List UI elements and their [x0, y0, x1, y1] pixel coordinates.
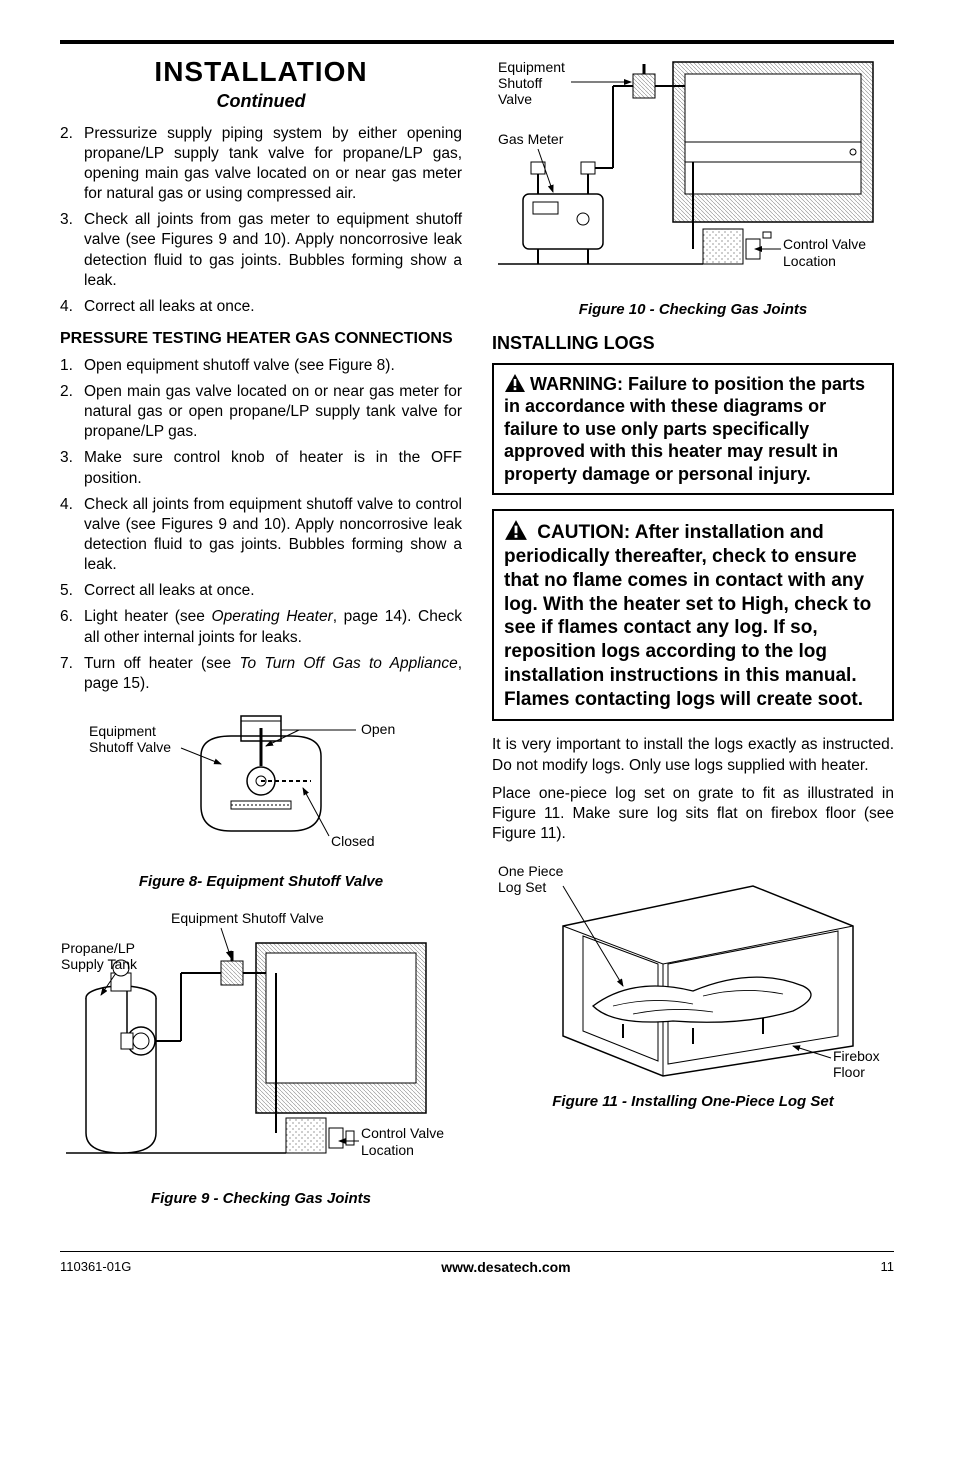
- list-item: 1.Open equipment shutoff valve (see Figu…: [60, 356, 462, 376]
- item-text: Make sure control knob of heater is in t…: [84, 448, 462, 488]
- item-number: 4.: [60, 495, 84, 576]
- top-rule: [60, 40, 894, 44]
- fig10-label-meter: Gas Meter: [498, 131, 564, 147]
- item-text: Correct all leaks at once.: [84, 297, 462, 317]
- item-text: Check all joints from gas meter to equip…: [84, 210, 462, 291]
- figure-9-caption: Figure 9 - Checking Gas Joints: [60, 1189, 462, 1209]
- fig10-label-equip3: Valve: [498, 91, 532, 107]
- fig11-label-floor1: Firebox: [833, 1048, 880, 1064]
- page-subtitle: Continued: [60, 90, 462, 113]
- right-column: Equipment Shutoff Valve Gas Meter Contro…: [492, 54, 894, 1221]
- figure-11-svg: One Piece Log Set Firebox Floor: [493, 856, 893, 1086]
- item-text: Pressurize supply piping system by eithe…: [84, 124, 462, 205]
- fig8-label-open: Open: [361, 721, 395, 737]
- warning-box-1: WARNING: Failure to position the parts i…: [492, 363, 894, 496]
- figure-10: Equipment Shutoff Valve Gas Meter Contro…: [492, 54, 894, 320]
- fig9-label-propane1: Propane/LP: [61, 940, 135, 956]
- fig9-label-equipment: Equipment Shutoff Valve: [171, 910, 324, 926]
- page-title: INSTALLATION: [60, 54, 462, 90]
- figure-8-svg: Equipment Shutoff Valve Open Closed: [81, 706, 441, 866]
- item-number: 2.: [60, 124, 84, 205]
- fig10-label-control1: Control Valve: [783, 236, 866, 252]
- fig10-label-equip1: Equipment: [498, 59, 565, 75]
- fig9-label-control1: Control Valve: [361, 1125, 444, 1141]
- item-text: Light heater (see Operating Heater, page…: [84, 607, 462, 647]
- list-item: 5.Correct all leaks at once.: [60, 581, 462, 601]
- figure-11: One Piece Log Set Firebox Floor Figure 1…: [492, 856, 894, 1112]
- figure-10-svg: Equipment Shutoff Valve Gas Meter Contro…: [493, 54, 893, 294]
- fig11-label-floor2: Floor: [833, 1064, 865, 1080]
- item-number: 4.: [60, 297, 84, 317]
- item-number: 2.: [60, 382, 84, 442]
- item-number: 7.: [60, 654, 84, 694]
- figure-8: Equipment Shutoff Valve Open Closed Figu…: [60, 706, 462, 892]
- list-item: 3.Make sure control knob of heater is in…: [60, 448, 462, 488]
- left-column: INSTALLATION Continued 2.Pressurize supp…: [60, 54, 462, 1221]
- page-footer: 110361-01G www.desatech.com 11: [60, 1251, 894, 1276]
- list-item: 7.Turn off heater (see To Turn Off Gas t…: [60, 654, 462, 694]
- item-number: 1.: [60, 356, 84, 376]
- item-number: 6.: [60, 607, 84, 647]
- fig9-label-control2: Location: [361, 1142, 414, 1158]
- list-item: 4.Correct all leaks at once.: [60, 297, 462, 317]
- list-item: 2.Pressurize supply piping system by eit…: [60, 124, 462, 205]
- item-text: Open main gas valve located on or near g…: [84, 382, 462, 442]
- warning-1-text: WARNING: Failure to position the parts i…: [504, 374, 865, 484]
- item-number: 3.: [60, 448, 84, 488]
- item-text: Open equipment shutoff valve (see Figure…: [84, 356, 462, 376]
- footer-right: 11: [881, 1259, 895, 1276]
- fig10-label-control2: Location: [783, 253, 836, 269]
- warning-icon: [504, 519, 528, 541]
- fig8-label-equipment: Equipment: [89, 723, 156, 739]
- fig10-label-equip2: Shutoff: [498, 75, 542, 91]
- figure-9-svg: Equipment Shutoff Valve Propane/LP Suppl…: [61, 903, 461, 1183]
- item-text: Turn off heater (see To Turn Off Gas to …: [84, 654, 462, 694]
- fig11-label-log1: One Piece: [498, 863, 564, 879]
- warning-box-2: CAUTION: After installation and periodic…: [492, 509, 894, 721]
- item-number: 3.: [60, 210, 84, 291]
- figure-11-caption: Figure 11 - Installing One-Piece Log Set: [492, 1092, 894, 1112]
- fig8-label-closed: Closed: [331, 833, 375, 849]
- figure-9: Equipment Shutoff Valve Propane/LP Suppl…: [60, 903, 462, 1209]
- list-item: 3.Check all joints from gas meter to equ…: [60, 210, 462, 291]
- section-heading: PRESSURE TESTING HEATER GAS CONNECTIONS: [60, 329, 462, 350]
- para-2: Place one-piece log set on grate to fit …: [492, 784, 894, 844]
- list-item: 4.Check all joints from equipment shutof…: [60, 495, 462, 576]
- fig8-label-equipment2: Shutoff Valve: [89, 739, 171, 755]
- para-1: It is very important to install the logs…: [492, 735, 894, 775]
- list-2: 1.Open equipment shutoff valve (see Figu…: [60, 356, 462, 694]
- item-number: 5.: [60, 581, 84, 601]
- list-item: 2.Open main gas valve located on or near…: [60, 382, 462, 442]
- list-1: 2.Pressurize supply piping system by eit…: [60, 124, 462, 317]
- fig9-label-propane2: Supply Tank: [61, 956, 138, 972]
- figure-10-caption: Figure 10 - Checking Gas Joints: [492, 300, 894, 320]
- warning-icon: [504, 373, 526, 393]
- figure-8-caption: Figure 8- Equipment Shutoff Valve: [60, 872, 462, 892]
- item-text: Correct all leaks at once.: [84, 581, 462, 601]
- footer-center: www.desatech.com: [441, 1258, 570, 1276]
- footer-left: 110361-01G: [60, 1259, 131, 1276]
- installing-heading: INSTALLING LOGS: [492, 332, 894, 355]
- list-item: 6.Light heater (see Operating Heater, pa…: [60, 607, 462, 647]
- warning-2-text: CAUTION: After installation and periodic…: [504, 522, 871, 709]
- two-columns: INSTALLATION Continued 2.Pressurize supp…: [60, 54, 894, 1221]
- fig11-label-log2: Log Set: [498, 879, 546, 895]
- item-text: Check all joints from equipment shutoff …: [84, 495, 462, 576]
